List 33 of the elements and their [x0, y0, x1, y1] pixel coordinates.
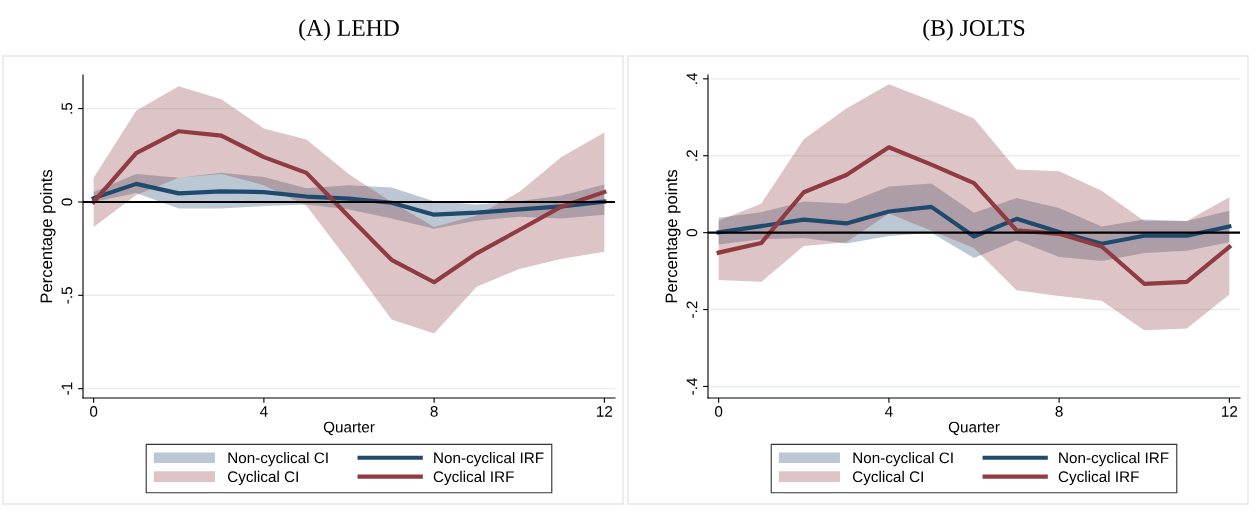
- line-series: [716, 145, 1232, 286]
- legend-label: Non-cyclical IRF: [434, 452, 544, 467]
- x-tick-label: 12: [1222, 406, 1238, 417]
- y-tick-label: -.2: [686, 301, 698, 318]
- x-tick-label: 12: [597, 406, 613, 417]
- legend-label: Cyclical IRF: [1058, 470, 1139, 486]
- x-tick-label: 0: [89, 406, 98, 417]
- text: Non-cyclical CI: [853, 452, 953, 467]
- y-tick-label: -.5: [61, 287, 73, 304]
- y-tick-label: .5: [61, 102, 73, 114]
- x-axis-title: Quarter: [948, 421, 1000, 436]
- y-tick-label: -1: [61, 382, 73, 395]
- x-tick-label: 4: [259, 406, 268, 417]
- y-axis-title: Percentage points: [40, 169, 56, 303]
- text: Cyclical CI: [227, 470, 298, 486]
- x-tick-label: 0: [714, 406, 723, 417]
- x-axis-title: Quarter: [323, 421, 375, 436]
- y-tick-label: .2: [686, 150, 698, 161]
- chart-title: (A) LEHD: [299, 19, 399, 41]
- x-tick-label: 8: [430, 406, 438, 417]
- x-tick-label: 4: [884, 406, 893, 417]
- legend-label: Cyclical IRF: [433, 470, 514, 486]
- y-tick-label: 0: [61, 198, 73, 206]
- chart-title: (B) JOLTS: [923, 19, 1025, 41]
- text: Cyclical CI: [852, 470, 923, 486]
- y-axis-title: Percentage points: [665, 169, 681, 303]
- y-tick-label: -.4: [686, 378, 698, 395]
- legend-label: Non-cyclical IRF: [1059, 452, 1169, 467]
- x-tick-label: 8: [1055, 406, 1063, 417]
- y-tick-label: .4: [686, 72, 698, 84]
- y-tick-label: 0: [686, 229, 698, 237]
- line-series: [91, 129, 607, 285]
- text: Non-cyclical CI: [228, 452, 328, 467]
